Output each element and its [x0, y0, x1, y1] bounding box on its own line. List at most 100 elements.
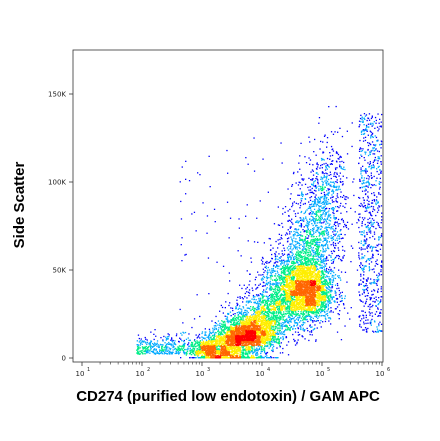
event-dot — [165, 350, 167, 352]
event-dot — [236, 323, 238, 325]
event-dot — [361, 150, 364, 152]
event-dot — [164, 352, 166, 354]
event-dot — [277, 247, 279, 249]
event-dot — [344, 250, 346, 252]
event-dot — [275, 310, 278, 313]
event-dot — [333, 212, 335, 215]
event-dot — [315, 308, 318, 310]
event-dot — [255, 352, 257, 354]
event-dot — [352, 181, 354, 183]
event-dot — [305, 314, 307, 316]
event-dot — [340, 219, 343, 221]
event-dot — [310, 229, 312, 231]
event-dot — [327, 165, 329, 167]
event-dot — [218, 334, 220, 336]
event-dot — [315, 262, 318, 265]
event-dot — [315, 255, 317, 257]
event-dot — [367, 292, 369, 294]
event-dot — [220, 325, 222, 327]
event-dot — [370, 232, 372, 234]
event-dot — [365, 322, 367, 325]
event-dot — [216, 261, 218, 263]
event-dot — [374, 282, 376, 284]
event-dot — [315, 177, 317, 180]
event-dot — [332, 238, 335, 240]
event-dot — [292, 318, 294, 320]
event-dot — [287, 253, 289, 255]
event-dot — [306, 230, 308, 232]
event-dot — [290, 315, 292, 317]
event-dot — [338, 289, 340, 292]
event-dot — [367, 207, 369, 209]
event-dot — [321, 218, 323, 220]
event-dot — [314, 180, 316, 182]
event-dot — [331, 190, 333, 192]
event-dot — [206, 215, 209, 217]
event-dot — [341, 184, 344, 186]
event-dot — [299, 202, 302, 204]
event-dot — [299, 225, 302, 227]
event-dot — [199, 340, 201, 342]
event-dot — [378, 236, 380, 238]
event-dot — [263, 289, 265, 291]
event-dot — [198, 345, 200, 347]
event-dot — [308, 205, 311, 208]
event-dot — [262, 261, 264, 263]
event-dot — [340, 233, 342, 235]
event-dot — [297, 194, 299, 196]
event-dot — [320, 274, 322, 276]
event-dot — [191, 350, 194, 353]
event-dot — [363, 323, 365, 325]
event-dot — [341, 259, 343, 262]
event-dot — [239, 319, 241, 321]
event-dot — [276, 278, 279, 281]
event-dot — [365, 300, 367, 302]
event-dot — [300, 251, 302, 254]
event-dot — [274, 336, 276, 338]
event-dot — [266, 311, 268, 313]
event-dot — [311, 203, 313, 205]
event-dot — [379, 169, 381, 171]
event-dot — [297, 252, 299, 255]
event-dot — [331, 274, 334, 277]
event-dot — [302, 314, 304, 316]
event-dot — [262, 158, 264, 160]
event-dot — [327, 216, 329, 218]
event-dot — [318, 316, 320, 318]
event-dot — [274, 325, 277, 328]
event-dot — [323, 176, 325, 178]
event-dot — [372, 282, 374, 284]
event-dot — [169, 353, 171, 355]
event-dot — [308, 201, 310, 203]
event-dot — [332, 270, 334, 272]
event-dot — [309, 232, 311, 234]
event-dot — [321, 272, 323, 274]
event-dot — [258, 308, 260, 310]
event-dot — [200, 356, 203, 358]
event-dot — [285, 301, 287, 303]
event-dot — [159, 350, 161, 352]
event-dot — [323, 234, 325, 236]
event-dot — [372, 166, 374, 169]
event-dot — [273, 357, 275, 359]
event-dot — [330, 255, 332, 257]
event-dot — [282, 324, 284, 326]
event-dot — [369, 269, 371, 271]
event-dot — [276, 316, 279, 318]
event-dot — [378, 236, 380, 239]
event-dot — [324, 282, 327, 284]
event-dot — [226, 201, 229, 203]
event-dot — [216, 349, 218, 351]
event-dot — [369, 161, 371, 163]
event-dot — [137, 334, 140, 336]
event-dot — [222, 265, 225, 267]
event-dot — [316, 203, 318, 206]
event-dot — [311, 268, 314, 270]
event-dot — [362, 264, 364, 267]
event-dot — [316, 229, 318, 231]
event-dot — [284, 270, 286, 272]
event-dot — [272, 265, 275, 268]
event-dot — [364, 188, 367, 190]
event-dot — [284, 297, 287, 299]
event-dot — [300, 260, 302, 262]
